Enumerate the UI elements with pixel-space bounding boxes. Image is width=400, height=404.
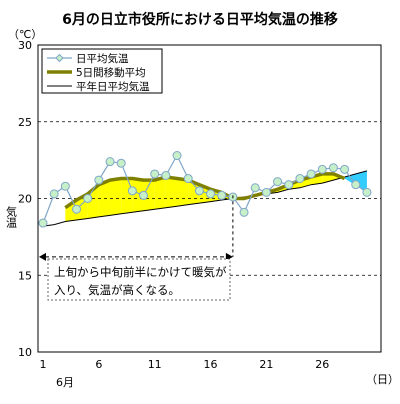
anomaly-fill-segment	[154, 177, 166, 210]
x-tick-label: 16	[204, 358, 218, 371]
y-tick-label: 25	[18, 116, 32, 129]
anomaly-fill-segment	[165, 177, 178, 208]
y-tick-labels: 10 15 20 25 30	[18, 39, 32, 359]
daily-point	[72, 204, 82, 214]
daily-point	[161, 170, 171, 180]
x-unit-label: （日）	[366, 373, 399, 386]
anomaly-fill-segment	[177, 178, 189, 207]
anomaly-fill-segment	[132, 178, 144, 213]
annotation-line-2: 入り、気温が高くなる。	[54, 283, 180, 297]
annotation-arrow-head-right	[225, 252, 233, 261]
daily-point	[183, 174, 193, 184]
legend-label-moving-average: 5日間移動平均	[76, 66, 146, 79]
anomaly-fill-segment	[65, 200, 77, 222]
daily-point	[317, 164, 327, 174]
anomaly-fill-segment	[110, 178, 122, 216]
daily-point	[116, 158, 126, 168]
x-tick-labels: 1 6 11 16 21 26	[40, 358, 330, 371]
daily-point	[284, 180, 294, 190]
x-tick-label: 21	[259, 358, 273, 371]
anomaly-fill-segment	[121, 178, 133, 214]
legend: 日平均気温 5日間移動平均 平年日平均気温	[41, 48, 163, 94]
annotation-line-1: 上旬から中旬前半にかけて暖気が	[54, 265, 227, 279]
x-tick-label: 26	[315, 358, 329, 371]
daily-point	[49, 189, 59, 199]
x-tick-label: 1	[40, 358, 47, 371]
x-tick-label: 11	[148, 358, 162, 371]
annotation-box	[47, 258, 231, 301]
daily-point	[105, 157, 115, 167]
daily-point	[328, 163, 338, 173]
series-markers	[38, 151, 372, 228]
daily-point	[94, 175, 104, 185]
daily-point	[340, 164, 350, 174]
daily-point	[273, 177, 283, 187]
fill-layer	[65, 170, 367, 222]
daily-point	[306, 169, 316, 179]
daily-point	[83, 194, 93, 203]
daily-point	[351, 180, 361, 190]
daily-point	[38, 218, 48, 228]
daily-point	[139, 190, 149, 200]
chart-title: 6月の日立市役所における日平均気温の推移	[62, 11, 338, 28]
x-tick-label: 6	[95, 358, 102, 371]
y-unit-label: （℃）	[8, 28, 42, 41]
y-tick-label: 15	[18, 269, 32, 282]
month-label: 6月	[56, 376, 74, 389]
daily-point	[194, 186, 204, 196]
legend-label-normal: 平年日平均気温	[76, 80, 150, 93]
anomaly-fill-segment	[143, 180, 155, 211]
y-tick-label: 10	[18, 346, 32, 359]
daily-point	[172, 151, 182, 161]
daily-point	[60, 181, 70, 191]
y-tick-label: 20	[18, 193, 32, 206]
daily-point	[295, 174, 305, 184]
legend-label-daily: 日平均気温	[76, 52, 129, 65]
daily-point	[150, 169, 160, 179]
daily-point	[206, 189, 216, 199]
daily-point	[127, 186, 137, 196]
daily-point	[239, 207, 249, 217]
y-tick-label: 30	[18, 39, 32, 52]
daily-point	[362, 187, 372, 197]
legend-marker-daily	[55, 53, 64, 63]
daily-point	[261, 187, 271, 197]
annotation-arrow-head-left	[39, 252, 46, 261]
daily-point	[250, 183, 260, 193]
anomaly-fill-segment	[322, 173, 334, 184]
series-line-normal	[42, 170, 368, 227]
daily-point	[217, 190, 227, 200]
y-axis-label: 気温	[5, 205, 18, 228]
